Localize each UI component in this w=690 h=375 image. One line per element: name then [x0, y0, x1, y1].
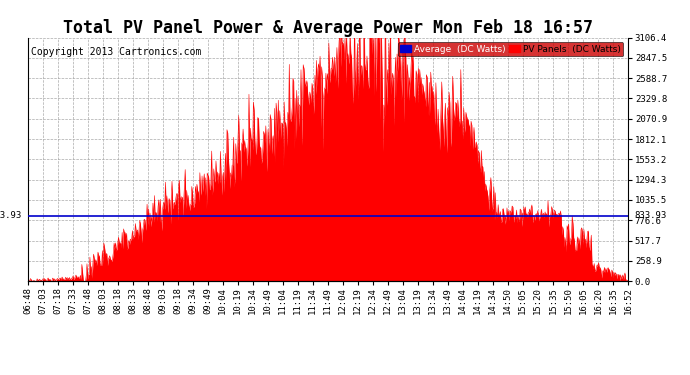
- Legend: Average  (DC Watts), PV Panels  (DC Watts): Average (DC Watts), PV Panels (DC Watts): [397, 42, 623, 56]
- Text: 833.93: 833.93: [0, 211, 21, 220]
- Title: Total PV Panel Power & Average Power Mon Feb 18 16:57: Total PV Panel Power & Average Power Mon…: [63, 20, 593, 38]
- Text: Copyright 2013 Cartronics.com: Copyright 2013 Cartronics.com: [30, 47, 201, 57]
- Text: 833.93: 833.93: [634, 211, 666, 220]
